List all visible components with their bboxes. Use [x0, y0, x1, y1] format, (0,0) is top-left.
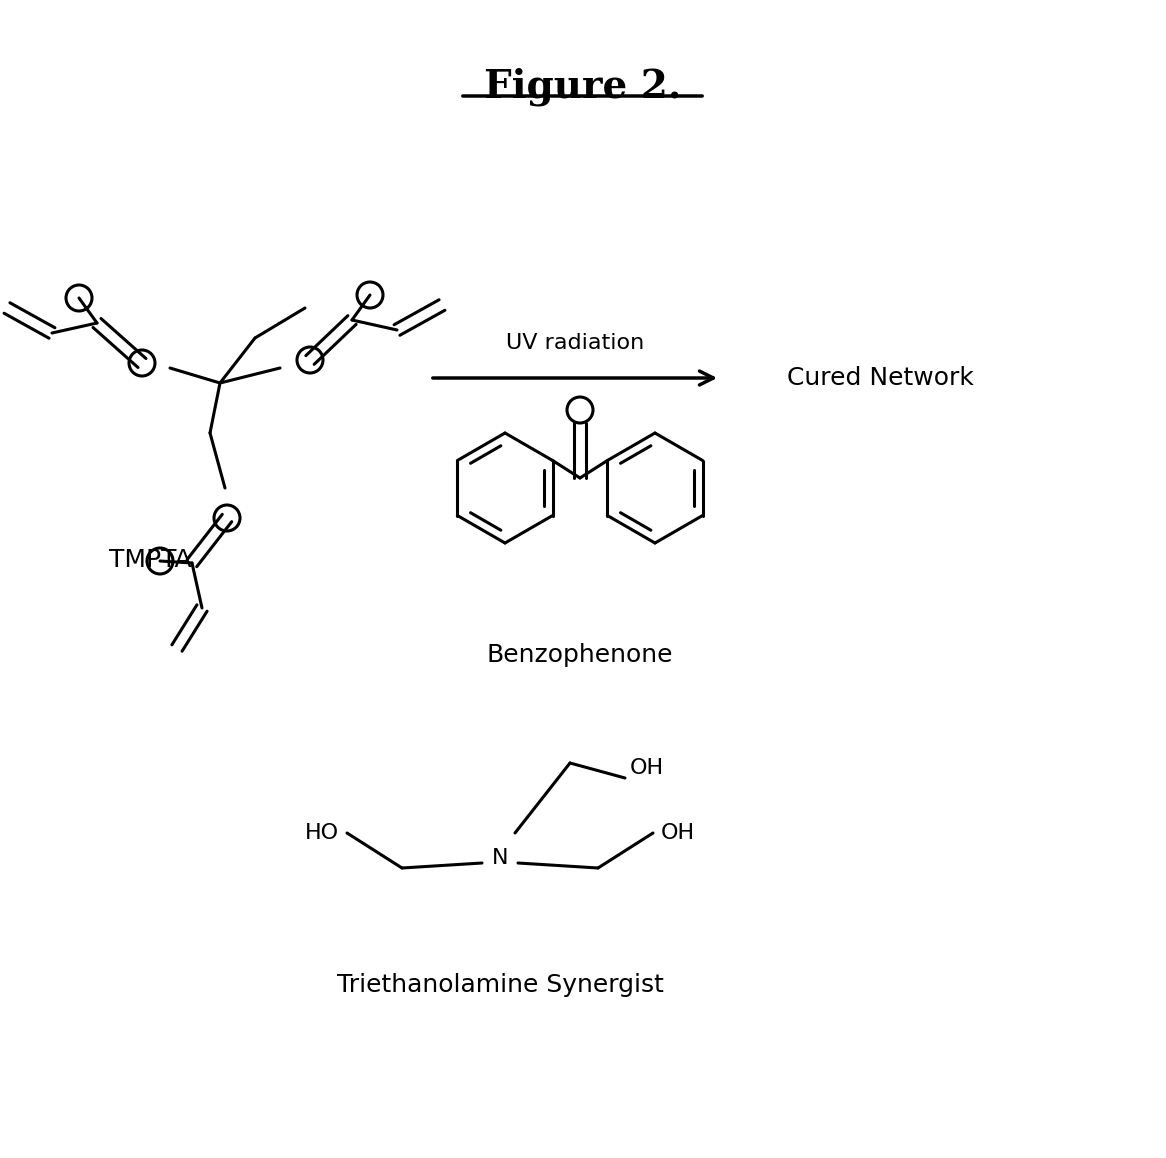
Text: HO: HO — [304, 823, 339, 843]
Text: OH: OH — [661, 823, 695, 843]
Text: Cured Network: Cured Network — [787, 366, 974, 390]
Text: N: N — [492, 848, 508, 868]
Text: Triethanolamine Synergist: Triethanolamine Synergist — [337, 973, 663, 997]
Text: Benzophenone: Benzophenone — [486, 643, 673, 667]
Text: OH: OH — [630, 758, 665, 778]
Text: UV radiation: UV radiation — [506, 334, 644, 353]
Text: TMPTA: TMPTA — [108, 548, 191, 572]
Text: Figure 2.: Figure 2. — [484, 68, 682, 107]
